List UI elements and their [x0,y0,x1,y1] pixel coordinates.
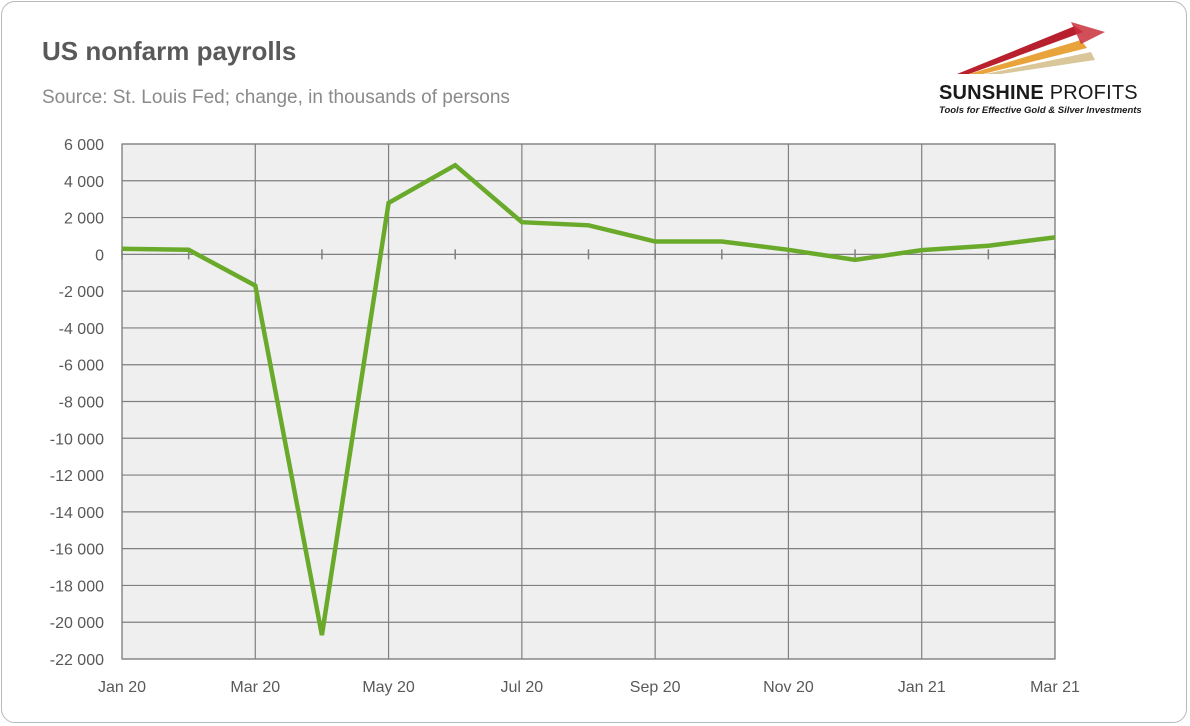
x-tick-label: Sep 20 [630,679,681,696]
x-tick-label: Mar 21 [1030,679,1080,696]
logo-name-light: PROFITS [1049,82,1138,104]
logo-stripe-gold [969,40,1087,74]
x-tick-label: Jan 20 [98,679,146,696]
x-tick-label: Jan 21 [898,679,946,696]
logo-arrow-head [1071,22,1105,44]
y-tick-label: -12 000 [50,468,104,485]
chart-subtitle: Source: St. Louis Fed; change, in thousa… [42,87,510,108]
x-tick-label: Mar 20 [230,679,280,696]
y-tick-label: -14 000 [50,505,104,522]
y-tick-label: 2 000 [64,211,104,228]
y-tick-label: 4 000 [64,174,104,191]
sunshine-profits-logo: SUNSHINE PROFITS Tools for Effective Gol… [935,22,1170,122]
logo-arrow-icon [957,22,1105,74]
logo-name: SUNSHINE PROFITS [939,82,1138,105]
y-tick-label: -6 000 [59,358,104,375]
plot-border [121,143,1056,660]
y-tick-label: -20 000 [50,615,104,632]
x-tick-label: Jul 20 [501,679,544,696]
logo-name-bold: SUNSHINE [939,82,1044,104]
chart-title: US nonfarm payrolls [42,36,297,66]
y-tick-label: -2 000 [59,284,104,301]
x-tick-label: May 20 [362,679,415,696]
y-tick-label: -4 000 [59,321,104,338]
y-tick-label: 6 000 [64,137,104,154]
y-tick-label: -10 000 [50,431,104,448]
y-tick-label: -18 000 [50,578,104,595]
y-tick-label: -22 000 [50,652,104,669]
y-tick-label: -8 000 [59,395,104,412]
logo-tagline: Tools for Effective Gold & Silver Invest… [939,105,1142,116]
logo-stripe-red [957,26,1083,74]
y-tick-label: -16 000 [50,542,104,559]
x-tick-label: Nov 20 [763,679,814,696]
logo-stripe-beige [985,52,1095,74]
y-tick-label: 0 [95,247,104,264]
